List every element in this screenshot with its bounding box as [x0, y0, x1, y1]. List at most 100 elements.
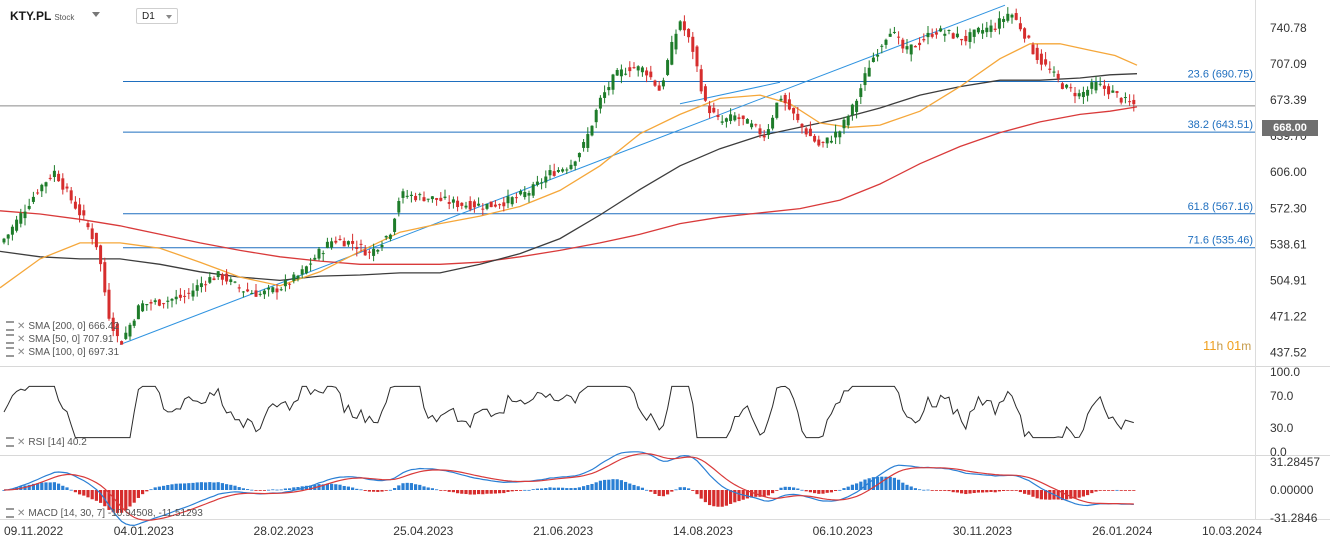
settings-icon[interactable]: [6, 508, 14, 519]
close-icon[interactable]: ✕: [17, 508, 26, 519]
macd-hist-bar: [1123, 490, 1127, 491]
candle-body: [220, 274, 224, 280]
price-tick-label: 740.78: [1270, 21, 1307, 35]
macd-hist-bar: [804, 490, 808, 492]
timeframe-select[interactable]: D1: [136, 8, 178, 24]
legend-macd[interactable]: ✕ MACD [14, 30, 7] -10.94508, -11.51293: [6, 508, 203, 519]
candle-body: [703, 86, 707, 101]
candle-body: [451, 199, 455, 203]
macd-hist-bar: [876, 476, 880, 490]
candle-body: [1119, 97, 1123, 103]
candle-body: [556, 169, 560, 172]
symbol-selector[interactable]: KTY.PL Stock: [10, 9, 74, 23]
macd-hist-bar: [468, 490, 472, 495]
settings-icon[interactable]: [6, 334, 14, 345]
current-price-tag: 668.00: [1262, 120, 1318, 136]
date-tick-label: 10.03.2024: [1202, 524, 1262, 538]
macd-hist-bar: [687, 488, 691, 490]
candle-body: [23, 211, 27, 219]
close-icon[interactable]: ✕: [17, 334, 26, 345]
candle-body: [514, 197, 518, 199]
candle-body: [653, 80, 657, 86]
macd-hist-bar: [724, 490, 728, 506]
candle-body: [393, 218, 397, 232]
candle-body: [128, 324, 132, 337]
legend-sma50[interactable]: ✕ SMA [50, 0] 707.91: [6, 334, 113, 345]
close-icon[interactable]: ✕: [17, 347, 26, 358]
macd-hist-bar: [359, 489, 363, 491]
candle-body: [783, 94, 787, 104]
candle-body: [884, 39, 888, 45]
macd-hist-bar: [1081, 490, 1085, 497]
close-icon[interactable]: ✕: [17, 321, 26, 332]
macd-hist-bar: [1073, 490, 1077, 499]
candle-body: [57, 173, 61, 182]
candle-body: [141, 303, 145, 312]
candle-body: [363, 249, 367, 256]
fib-level-label: 38.2 (643.51): [1188, 119, 1253, 131]
candle-body: [733, 115, 737, 121]
macd-hist-bar: [787, 486, 791, 490]
candle-body: [430, 196, 434, 200]
macd-hist-bar: [346, 486, 350, 490]
candle-body: [628, 67, 632, 72]
candle-body: [834, 131, 838, 138]
chevron-down-icon[interactable]: [92, 12, 100, 17]
macd-hist-bar: [69, 489, 73, 491]
macd-hist-bar: [632, 484, 636, 490]
rsi-tick-label: 30.0: [1270, 421, 1294, 435]
candle-body: [246, 289, 250, 292]
candle-body: [376, 249, 380, 252]
macd-hist-bar: [615, 479, 619, 490]
macd-hist-bar: [229, 484, 233, 490]
candle-body: [414, 195, 418, 201]
settings-icon[interactable]: [6, 437, 14, 448]
macd-hist-bar: [813, 490, 817, 494]
macd-hist-bar: [821, 490, 825, 494]
candle-body: [598, 97, 602, 109]
macd-hist-bar: [283, 488, 287, 490]
legend-sma200[interactable]: ✕ SMA [200, 0] 666.42: [6, 321, 119, 332]
macd-hist-bar: [523, 489, 527, 491]
macd-hist-bar: [279, 489, 283, 491]
macd-hist-bar: [1060, 490, 1064, 501]
candle-body: [552, 171, 556, 176]
macd-hist-bar: [993, 490, 997, 493]
candle-body: [380, 245, 384, 248]
macd-hist-bar: [561, 487, 565, 490]
candle-body: [502, 202, 506, 207]
price-tick-label: 606.00: [1270, 165, 1307, 179]
candle-body: [838, 131, 842, 138]
macd-hist-bar: [628, 483, 632, 490]
candle-body: [762, 135, 766, 138]
candle-body: [468, 200, 472, 210]
macd-hist-bar: [258, 490, 262, 491]
macd-hist-bar: [355, 488, 359, 490]
candle-body: [737, 117, 741, 119]
macd-hist-bar: [922, 489, 926, 491]
candle-body: [1060, 83, 1064, 89]
candle-body: [997, 18, 1001, 29]
macd-hist-bar: [951, 490, 955, 493]
candle-body: [1077, 93, 1081, 97]
macd-tick-label: 0.00000: [1270, 483, 1314, 497]
candle-body: [590, 125, 594, 136]
candle-body: [535, 181, 539, 185]
candle-body: [930, 34, 934, 37]
candle-body: [73, 201, 77, 209]
candle-body: [708, 105, 712, 114]
candle-body: [1065, 84, 1069, 88]
candle-body: [909, 44, 913, 55]
legend-rsi[interactable]: ✕ RSI [14] 40.2: [6, 437, 87, 448]
candle-body: [195, 285, 199, 291]
candle-body: [1094, 82, 1098, 91]
settings-icon[interactable]: [6, 321, 14, 332]
settings-icon[interactable]: [6, 347, 14, 358]
macd-hist-bar: [351, 487, 355, 490]
close-icon[interactable]: ✕: [17, 437, 26, 448]
macd-hist-bar: [859, 481, 863, 490]
macd-hist-bar: [590, 483, 594, 490]
legend-sma100[interactable]: ✕ SMA [100, 0] 697.31: [6, 347, 119, 358]
price-tick-label: 504.91: [1270, 273, 1307, 287]
